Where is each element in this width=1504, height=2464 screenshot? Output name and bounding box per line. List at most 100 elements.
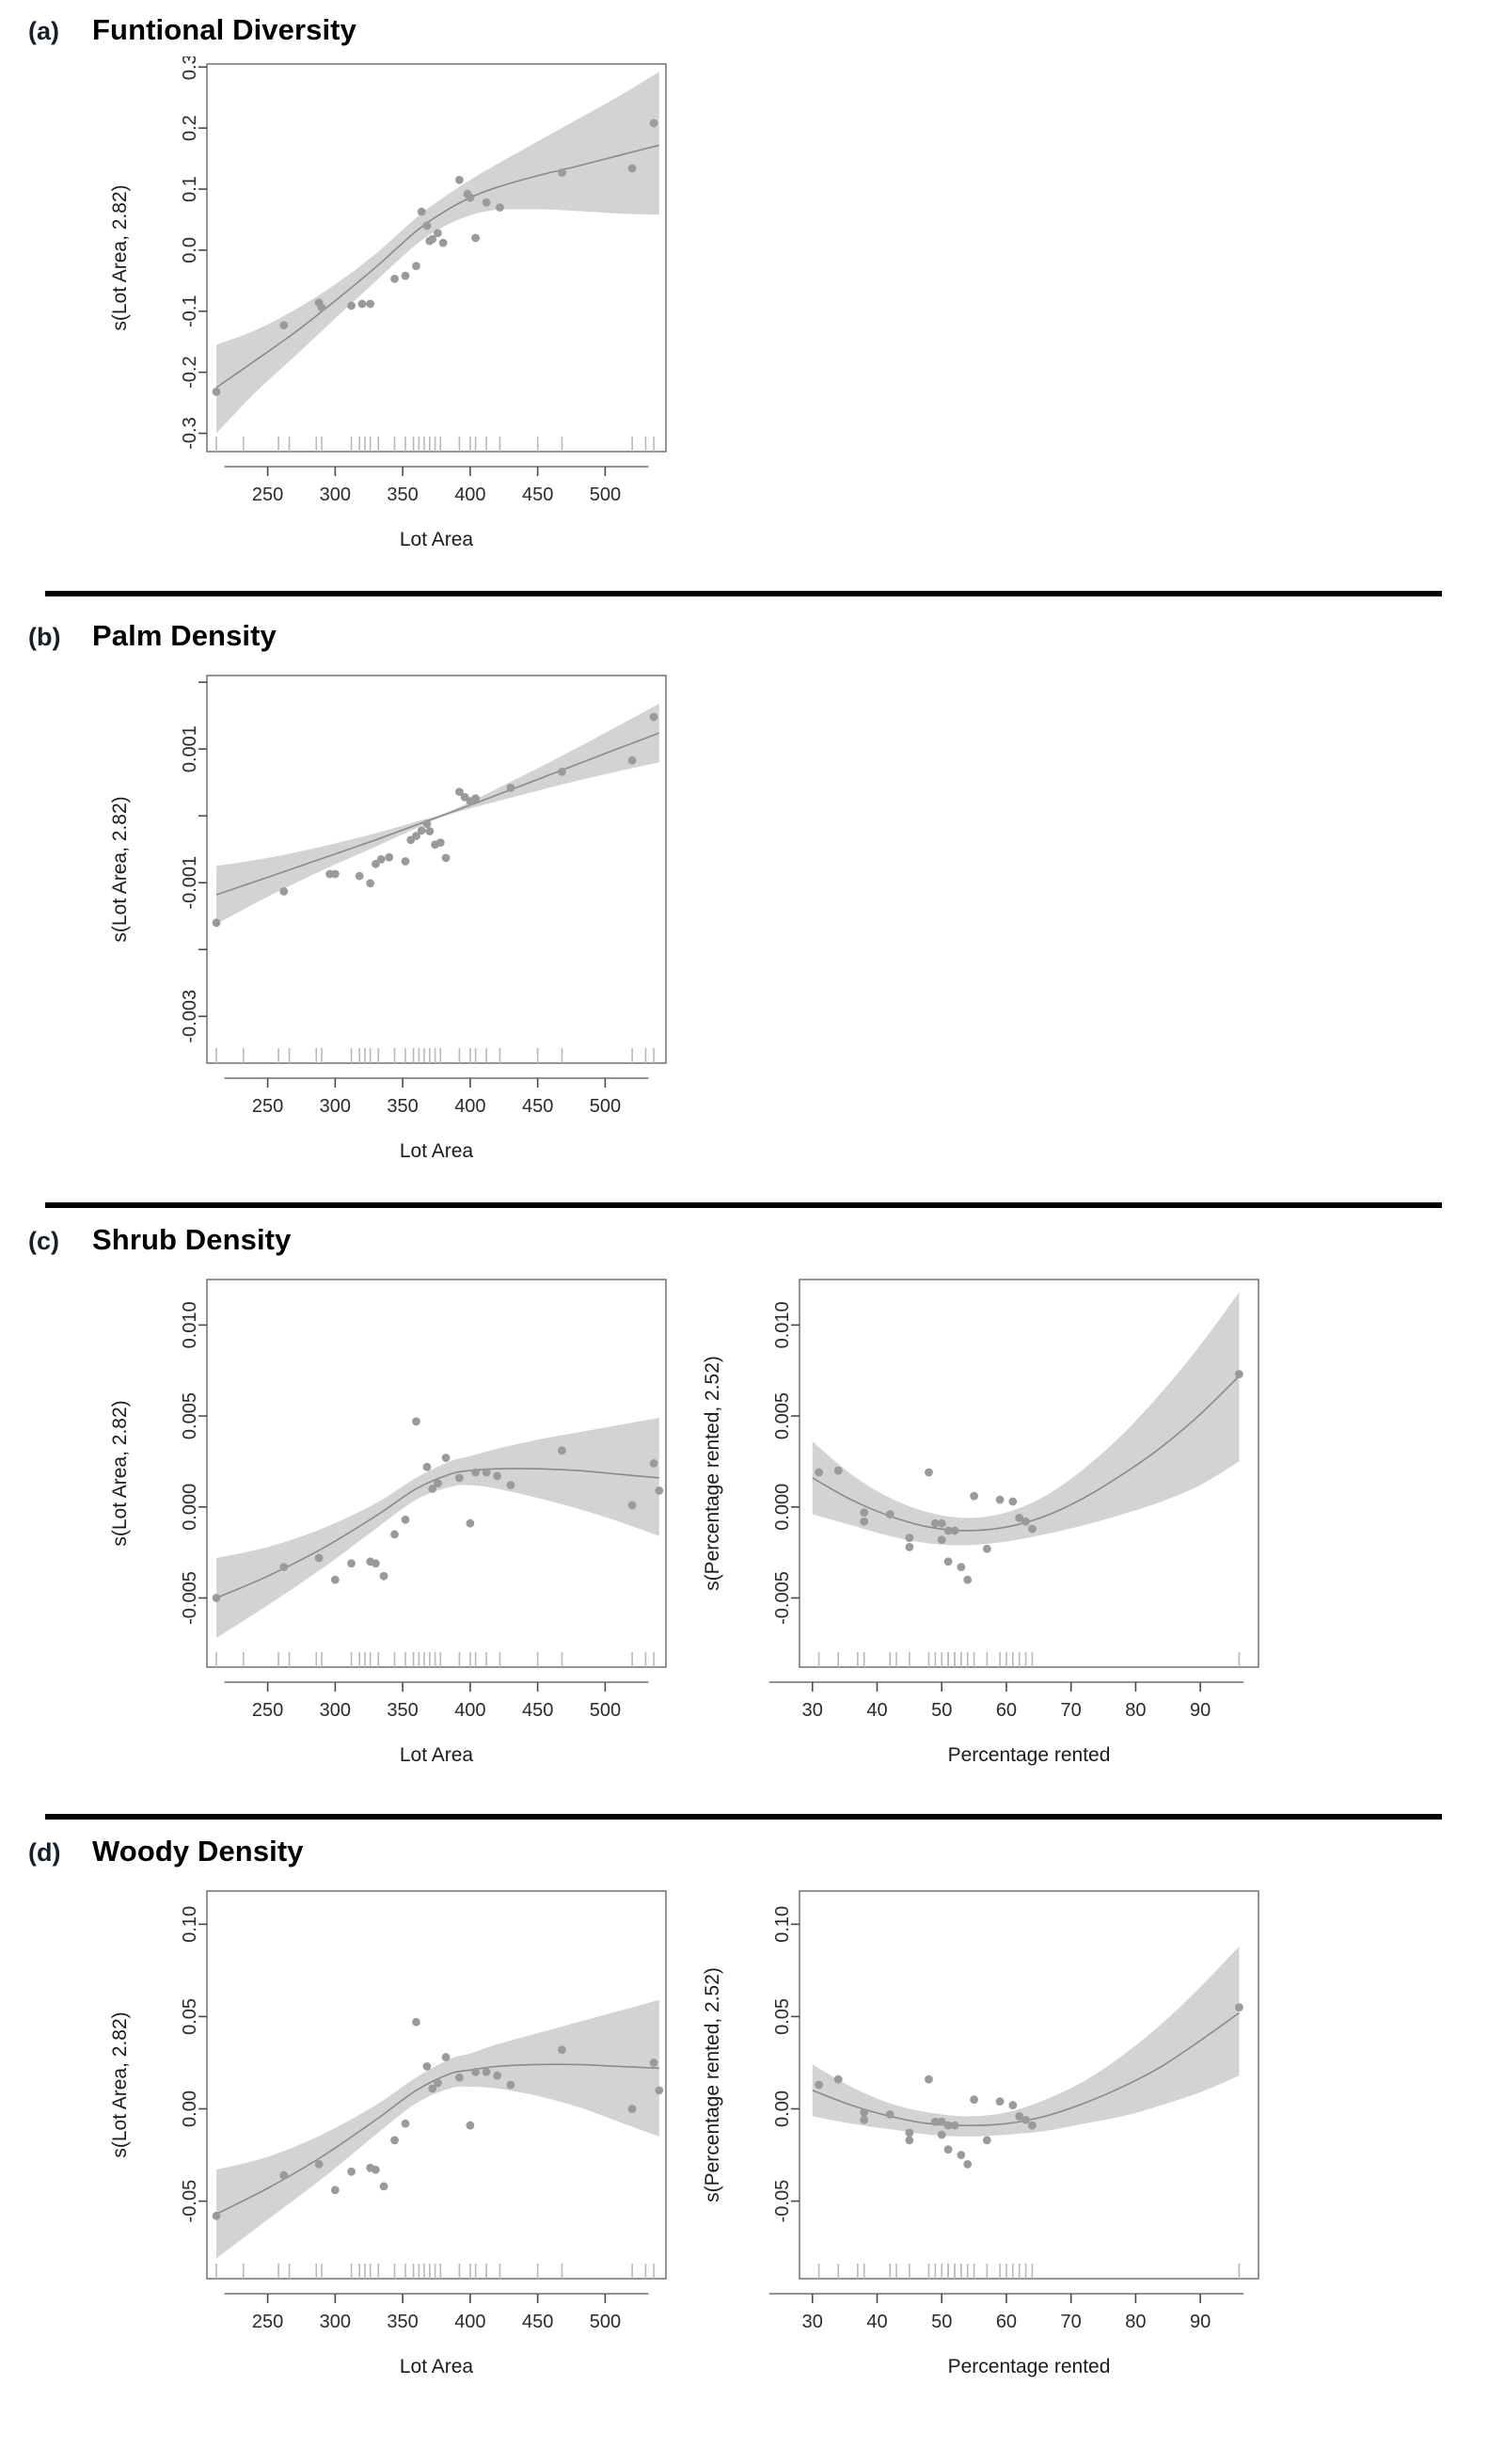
x-axis-tick-label: 60 [996,2312,1017,2332]
x-axis-tick-label: 450 [522,1700,553,1721]
plot-frame [799,1890,1259,2280]
data-point [366,299,375,309]
data-point [957,1563,966,1572]
data-point [970,1491,978,1501]
panel-b-letter: (b) [28,623,61,651]
data-point [860,2115,869,2124]
data-point [655,1486,664,1495]
y-axis-tick-label: 0.00 [180,2090,200,2127]
x-axis-tick-label: 400 [454,1700,485,1721]
fitted-smooth-line [215,732,660,896]
panel-a-letter: (a) [28,17,59,45]
x-axis-tick-label: 80 [1125,2312,1146,2332]
x-axis-tick-label: 300 [320,1700,351,1721]
x-axis-tick-label: 40 [866,2312,887,2332]
divider-b-c [45,1202,1442,1208]
data-point [317,303,326,312]
y-axis-tick-label: -0.003 [180,990,200,1043]
confidence-band [216,1999,659,2259]
panel-a-title: Funtional Diversity [92,13,356,46]
data-point [212,1594,221,1602]
data-point [422,819,432,829]
panel-d-letter: (d) [28,1838,61,1867]
y-axis-tick-label: 0.2 [180,115,200,141]
data-point [627,755,637,765]
x-axis-tick-label: 250 [252,485,283,505]
plot-palm-lotarea: -0.003 -0.001 0.001 250 300 350 400 450 500 Lot A… [94,668,677,1195]
data-point [860,1508,869,1517]
plot-canvas-woody-lotarea: -0.05 0.00 0.05 0.10 250 300 350 400 450 500 Lot A… [109,1890,667,2377]
panel-b-heading: (b) Palm Density [0,619,1504,653]
data-point [366,879,375,888]
data-point [482,2067,491,2076]
x-axis-tick-label: 30 [802,2312,823,2332]
data-point [943,2121,953,2130]
x-axis-label: Percentage rented [948,1744,1111,1766]
data-point [649,119,658,128]
data-point [905,1534,914,1543]
data-point [401,2119,410,2128]
data-point [957,2151,966,2159]
data-point [627,1501,637,1510]
data-point [390,2136,399,2145]
y-axis-tick-label: 0.10 [180,1906,200,1943]
fitted-smooth-line [215,1468,659,1599]
data-point [506,1481,515,1489]
data-point [425,827,435,835]
data-point [905,2136,914,2145]
x-axis-tick-label: 70 [1061,2312,1082,2332]
data-point [428,2084,437,2093]
y-axis-label: s(Lot Area, 2.82) [109,1400,131,1546]
data-point [428,234,437,244]
data-point [558,168,566,177]
y-axis-tick-label: -0.05 [180,2180,200,2223]
data-point [435,838,445,847]
data-point [412,262,420,271]
plot-canvas-fd-lotarea: -0.3 -0.2 -0.1 0.0 0.1 0.2 0.3 250 300 350 400 450 5… [109,56,667,550]
data-point [279,2170,289,2180]
y-axis-tick-label: 0.005 [772,1392,793,1439]
data-point [401,1515,410,1524]
data-point [279,1563,289,1572]
x-axis-tick-label: 400 [454,485,485,505]
plot-frame [206,1890,667,2280]
data-point [963,1575,973,1584]
data-point [379,1571,388,1581]
data-point [385,852,394,862]
plot-woody-rented: -0.05 0.00 0.05 0.10 30 40 50 60 70 80 90 Percentag… [687,1884,1270,2410]
data-point [412,832,420,840]
data-point [390,1530,399,1539]
data-point [212,2211,221,2220]
y-axis-tick-label: 0.005 [180,1392,200,1439]
data-point [1008,2101,1018,2109]
panel-d: (d) Woody Density [0,1835,1504,1868]
data-point [950,1526,959,1535]
x-axis-tick-label: 500 [590,1700,621,1721]
y-axis-tick-label: -0.005 [180,1571,200,1625]
y-axis-tick-label: -0.3 [180,417,200,449]
data-point [330,2186,340,2195]
confidence-band [812,1292,1240,1546]
x-axis-label: Lot Area [400,529,474,550]
data-point [357,299,367,309]
x-axis-label: Lot Area [400,2356,474,2377]
divider-c-d [45,1814,1442,1820]
x-axis-tick-label: 350 [387,2312,418,2332]
data-point [995,1495,1005,1504]
data-point [441,2053,451,2061]
data-point [422,221,432,231]
data-point [314,1553,324,1563]
x-axis-tick-label: 500 [590,2312,621,2332]
panel-b: (b) Palm Density [0,619,1504,653]
data-point [401,857,410,866]
confidence-band [216,72,659,434]
data-point [982,2136,991,2145]
x-axis-tick-label: 450 [522,485,553,505]
data-point [1015,2111,1024,2121]
data-point [355,871,364,881]
data-point [1028,2121,1037,2130]
data-point [649,712,658,722]
x-axis-tick-label: 30 [802,1700,823,1721]
plot-frame [206,675,667,1064]
x-axis-label: Lot Area [400,1744,474,1766]
